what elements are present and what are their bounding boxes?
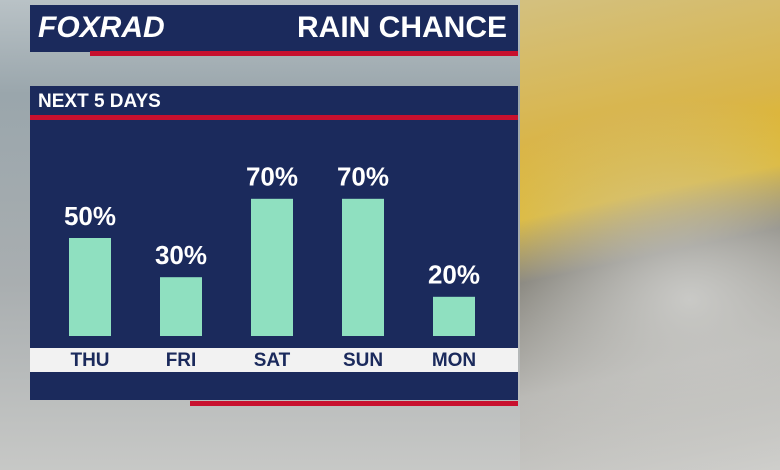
bar	[160, 277, 202, 336]
x-tick-label: MON	[432, 350, 476, 371]
chart-subtitle: NEXT 5 DAYS	[38, 91, 161, 112]
footer-stripe	[190, 401, 518, 406]
value-label: 50%	[64, 201, 116, 231]
brand-logo: FOXRAD	[38, 11, 165, 44]
bar	[69, 238, 111, 336]
category-strip	[30, 348, 518, 372]
header-stripe	[90, 51, 518, 56]
value-label: 70%	[246, 162, 298, 192]
bar	[433, 296, 475, 336]
header-panel	[30, 5, 518, 52]
value-label: 30%	[155, 240, 207, 270]
value-label: 70%	[337, 162, 389, 192]
chart-title: RAIN CHANCE	[297, 11, 507, 44]
value-label: 20%	[428, 260, 480, 290]
x-tick-label: SUN	[343, 350, 383, 371]
bar	[251, 198, 293, 336]
x-tick-label: FRI	[166, 350, 197, 371]
bar	[342, 198, 384, 336]
x-tick-label: SAT	[254, 350, 291, 371]
x-tick-label: THU	[70, 350, 109, 371]
subtitle-stripe	[30, 115, 518, 120]
